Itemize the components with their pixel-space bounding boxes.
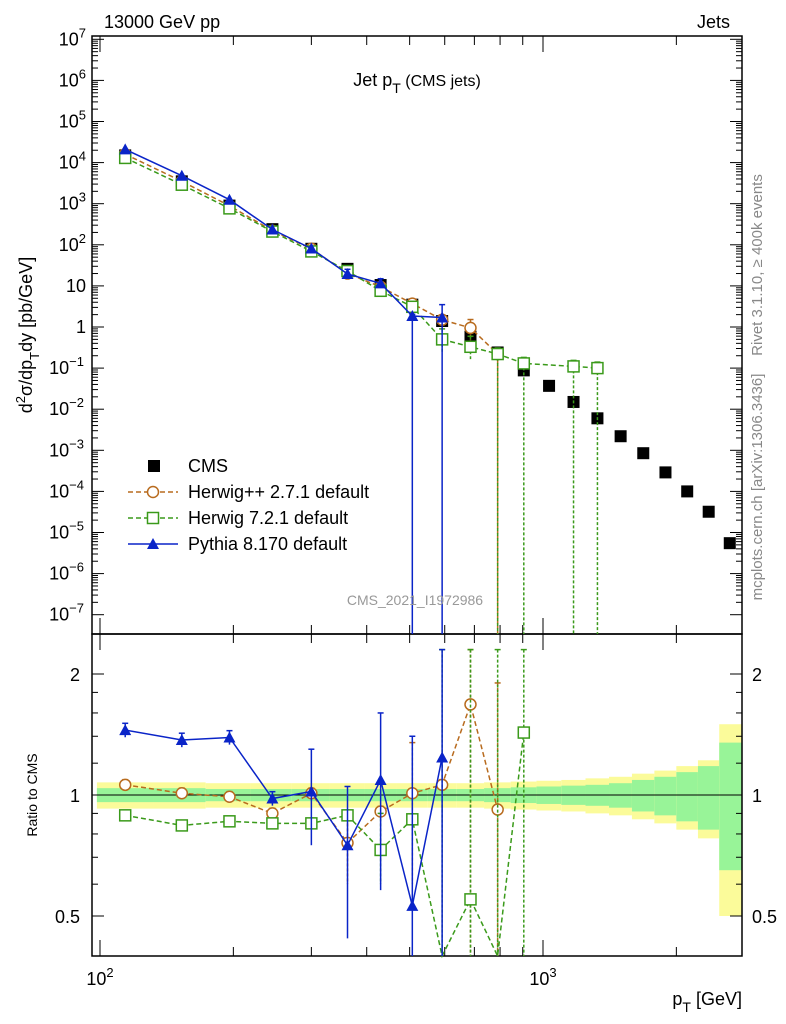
pythia-point [341,267,354,279]
ratio-y-tick-label: 1 [70,786,80,806]
cms-point [702,505,715,518]
green-uncertainty-band [654,776,677,816]
cms-point [543,379,556,392]
cms-point [723,537,736,550]
legend-marker [147,538,159,549]
ratio-pythia-point [406,899,419,911]
green-uncertainty-band [676,772,698,822]
green-uncertainty-band [697,766,720,830]
herwig7-point [491,347,504,361]
ratio-herwig7-point [517,726,531,739]
y-tick-label: 10−2 [49,395,84,419]
ratio-y-tick-label: 2 [70,665,80,685]
mcplots-text: mcplots.cern.ch [arXiv:1306.3436] [749,374,766,601]
x-tick-label: 102 [86,965,113,989]
y-tick-label: 103 [59,190,86,214]
analysis-watermark: CMS_2021_I1972986 [347,592,483,608]
ratio-y-axis-label: Ratio to CMS [24,753,40,836]
ratio-herwigpp-point [223,790,236,804]
y-axis-label: d2σ/dpTdy [pb/GeV] [13,257,42,413]
ratio-herwig7-point [464,893,477,906]
ratio-herwig7-point [223,815,236,828]
ratio-pythia-point [223,731,236,743]
header-left: 13000 GeV pp [104,12,220,32]
cms-point [681,485,694,498]
y-tick-label: 107 [59,25,86,49]
ratio-pythia-point [266,792,279,804]
y-tick-label: 10−4 [49,477,84,501]
y-tick-label: 105 [59,108,86,132]
pythia-point [223,193,236,205]
ratio-y-tick-label: 2 [752,665,762,685]
herwig7-point [567,360,580,373]
header-right: Jets [697,12,730,32]
herwig7-point [591,361,604,375]
legend-label: Herwig 7.2.1 default [188,508,348,528]
y-tick-label: 104 [59,149,86,173]
ratio-herwig7-line [125,732,525,959]
cms-point [659,466,672,479]
axis-ticks: 10−7 10−6 10−5 10−4 10−3 10−2 10−1 1 10 102 103 104… [49,25,777,989]
ratio-pythia-point [175,734,188,746]
y-tick-label: 10−1 [49,354,84,378]
cms-point [614,430,627,443]
pythia-point [374,277,387,289]
pythia-point [266,223,279,235]
herwig7-point [175,178,189,191]
x-axis-label: pT [GeV] [672,989,742,1015]
herwigpp-point [464,321,477,335]
ratio-y-tick-label: 0.5 [752,907,777,927]
legend-marker [146,485,160,499]
legend-label: Herwig++ 2.7.1 default [188,482,369,502]
pythia-point [119,143,132,155]
y-tick-label: 102 [59,231,86,255]
ratio-pythia-point [119,724,132,736]
ratio-pythia-point [374,773,387,785]
legend-cms-marker [148,460,160,472]
herwig7-point [517,357,531,370]
y-tick-label: 10 [66,276,86,296]
data-marks [118,143,736,634]
ratio-herwig7-point [175,819,189,832]
x-tick-label: 103 [529,965,556,989]
ratio-marks [118,648,531,959]
legend-label: Pythia 8.170 default [188,534,347,554]
green-uncertainty-band [719,742,742,871]
cms-point [637,447,650,460]
pythia-point [436,311,449,323]
y-tick-label: 1 [76,317,86,337]
y-tick-label: 10−5 [49,519,84,543]
ratio-y-tick-label: 0.5 [55,907,80,927]
ratio-herwigpp-point [118,778,132,792]
y-tick-label: 10−6 [49,560,84,584]
ratio-herwigpp-point [175,787,189,800]
ratio-y-tick-label: 1 [752,786,762,806]
y-tick-label: 10−7 [49,601,84,625]
rivet-version-text: Rivet 3.1.10, ≥ 400k events [749,174,766,356]
ratio-pythia-point [436,751,449,763]
legend-label: CMS [188,456,228,476]
legend: CMS Herwig++ 2.7.1 default Herwig 7.2.1 de… [128,456,369,554]
legend-marker [146,511,160,525]
green-uncertainty-band [631,779,655,812]
pythia-point [175,169,188,181]
ratio-pythia-point [341,839,354,851]
pythia-point [305,242,318,254]
pythia-point [406,310,419,322]
y-tick-label: 10−3 [49,436,84,460]
ratio-herwig7-point [118,809,132,822]
ratio-pythia-point [305,785,318,797]
ratio-herwig7-point [266,817,279,830]
y-tick-label: 106 [59,66,86,90]
herwig7-point [464,340,477,354]
chart-title: Jet pT (CMS jets) [353,70,481,96]
